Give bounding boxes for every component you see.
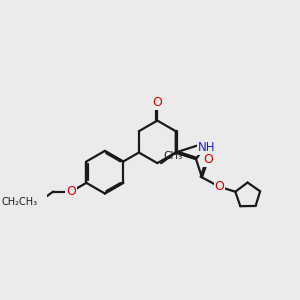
Text: O: O <box>152 96 162 109</box>
Text: O: O <box>203 153 213 166</box>
Text: O: O <box>66 185 76 198</box>
Text: NH: NH <box>198 141 215 154</box>
Text: CH₃: CH₃ <box>163 151 182 161</box>
Text: O: O <box>214 180 224 193</box>
Text: CH₂CH₃: CH₂CH₃ <box>1 197 38 207</box>
